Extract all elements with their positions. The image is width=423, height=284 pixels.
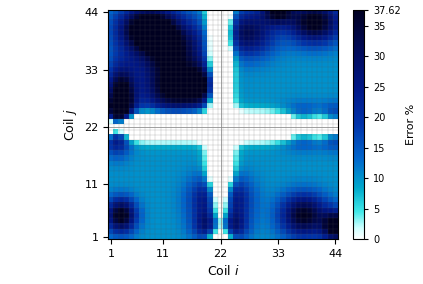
Y-axis label: Error %: Error % <box>407 104 416 145</box>
X-axis label: Coil $i$: Coil $i$ <box>207 264 239 278</box>
Y-axis label: Coil $j$: Coil $j$ <box>62 108 79 141</box>
